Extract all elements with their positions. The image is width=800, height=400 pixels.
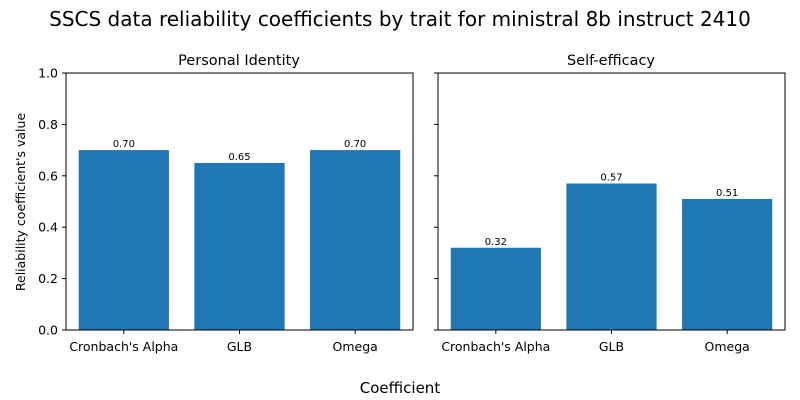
y-tick-label-1: 0.2 bbox=[38, 271, 58, 286]
x-tick-label-p1-cronbach-s-alpha: Cronbach's Alpha bbox=[441, 339, 550, 354]
y-tick-label-0: 0.0 bbox=[38, 323, 58, 338]
panel-personal-identity: Personal Identity 0.70 0.65 0.70 0.0 0.2 0.4 0… bbox=[38, 53, 414, 354]
panel-title-personal-identity: Personal Identity bbox=[178, 53, 300, 69]
data-label-p0-omega: 0.70 bbox=[344, 139, 366, 150]
bar-p1-glb bbox=[566, 183, 657, 330]
y-tick-label-4: 0.8 bbox=[38, 117, 58, 132]
x-tick-label-p1-omega: Omega bbox=[705, 339, 750, 354]
bar-p0-glb bbox=[194, 162, 285, 330]
y-tick-label-5: 1.0 bbox=[38, 66, 58, 81]
panel-self-efficacy: Self-efficacy 0.32 0.57 0.51 Cronbach's Alp… bbox=[434, 53, 786, 354]
x-axis-label: Coefficient bbox=[360, 379, 441, 397]
bar-p1-cronbach-s-alpha bbox=[450, 247, 541, 330]
x-tick-label-p0-glb: GLB bbox=[227, 339, 252, 354]
x-tick-label-p0-cronbach-s-alpha: Cronbach's Alpha bbox=[69, 339, 178, 354]
data-label-p0-cronbach-s-alpha: 0.70 bbox=[113, 139, 135, 150]
bar-p0-omega bbox=[310, 150, 401, 330]
bar-p0-cronbach-s-alpha bbox=[78, 150, 169, 330]
panel-title-self-efficacy: Self-efficacy bbox=[567, 53, 655, 69]
y-tick-label-2: 0.4 bbox=[38, 220, 58, 235]
x-tick-label-p1-glb: GLB bbox=[599, 339, 624, 354]
bar-p1-omega bbox=[682, 198, 773, 330]
data-label-p1-cronbach-s-alpha: 0.32 bbox=[485, 237, 507, 248]
data-label-p0-glb: 0.65 bbox=[228, 152, 250, 163]
chart-title: SSCS data reliability coefficients by tr… bbox=[49, 7, 751, 31]
y-axis-label: Reliability coefficient's value bbox=[13, 113, 28, 292]
data-label-p1-omega: 0.51 bbox=[716, 188, 738, 199]
y-tick-label-3: 0.6 bbox=[38, 168, 58, 183]
data-label-p1-glb: 0.57 bbox=[600, 173, 622, 184]
x-tick-label-p0-omega: Omega bbox=[333, 339, 378, 354]
